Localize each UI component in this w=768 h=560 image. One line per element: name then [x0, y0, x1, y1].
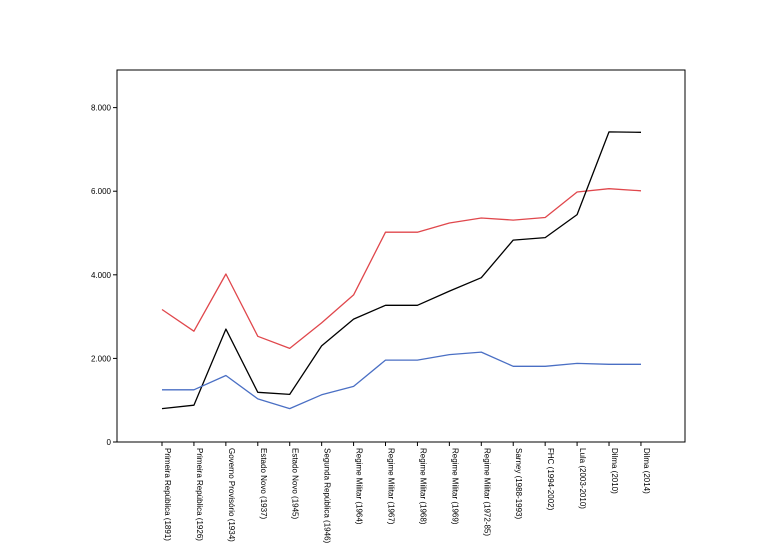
x-tick-label: Sarney (1988-1993) [514, 448, 523, 519]
x-tick-label: Governo Provisório (1934) [227, 448, 236, 542]
x-tick-label: Lula (2003-2010) [578, 448, 587, 509]
series-line-1 [161, 188, 642, 350]
y-tick-label: 2.000 [91, 354, 112, 363]
x-tick-label: Primeira República (1926) [195, 448, 204, 541]
series-line-3 [162, 351, 641, 410]
x-tick-label: Primeira República (1891) [163, 448, 172, 541]
x-tick-label: Estado Novo (1937) [259, 448, 268, 519]
x-tick-label: Segunda República (1946) [323, 448, 332, 544]
x-tick-label: Regime Militar (1967) [387, 448, 396, 525]
x-tick-label: FHC (1994-2002) [546, 448, 555, 511]
y-axis: 0 2.000 4.000 6.000 8.000 [91, 104, 117, 447]
y-tick-label: 0 [107, 438, 112, 447]
y-tick-label: 4.000 [91, 271, 112, 280]
x-axis: Primeira República (1891) Primeira Repúbl… [161, 442, 651, 544]
x-tick-label: Regime Militar (1972-85) [482, 448, 491, 536]
y-tick-label: 8.000 [91, 104, 112, 113]
series-line-2 [161, 131, 642, 410]
x-tick-label: Dilma (2014) [642, 448, 651, 494]
y-tick-label: 6.000 [91, 187, 112, 196]
x-tick-label: Dilma (2010) [610, 448, 619, 494]
x-tick-label: Regime Militar (1964) [355, 448, 364, 525]
x-tick-label: Regime Militar (1969) [450, 448, 459, 525]
x-tick-label: Regime Militar (1968) [418, 448, 427, 525]
x-tick-label: Estado Novo (1945) [291, 448, 300, 519]
plot-frame [116, 69, 686, 443]
series-lines [161, 131, 642, 410]
